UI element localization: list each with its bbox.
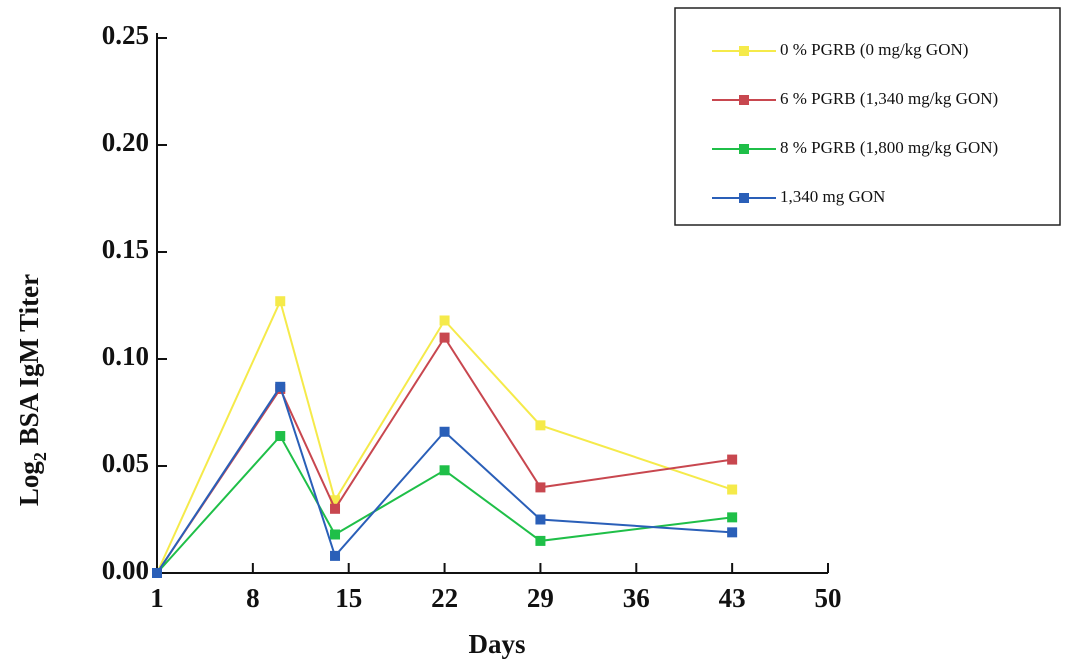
series-line [157, 436, 732, 573]
y-tick-label: 0.20 [102, 127, 149, 157]
y-label-subscript: 2 [30, 452, 50, 461]
data-point [330, 529, 340, 539]
x-axis-label: Days [468, 629, 525, 659]
y-tick-label: 0.25 [102, 20, 149, 50]
y-tick-label: 0.15 [102, 234, 149, 264]
x-tick-label: 50 [815, 583, 842, 613]
data-point [152, 568, 162, 578]
legend-label: 0 % PGRB (0 mg/kg GON) [780, 40, 968, 59]
y-label-base: Log [14, 461, 44, 507]
y-tick-label: 0.00 [102, 555, 149, 585]
x-tick-label: 1 [150, 583, 164, 613]
x-tick-label: 8 [246, 583, 260, 613]
series-line [157, 387, 732, 573]
y-tick-label: 0.05 [102, 448, 149, 478]
data-point [275, 431, 285, 441]
data-point [330, 551, 340, 561]
page: Days Log2 BSA IgM Titer 0.00 0.05 0.10 0.15… [0, 0, 1069, 663]
data-point [727, 512, 737, 522]
data-point [440, 333, 450, 343]
legend-marker [739, 46, 749, 56]
legend-label: 1,340 mg GON [780, 187, 885, 206]
data-point [440, 427, 450, 437]
data-point [535, 536, 545, 546]
data-point [727, 455, 737, 465]
x-tick-label: 29 [527, 583, 554, 613]
legend-marker [739, 193, 749, 203]
data-point [440, 315, 450, 325]
chart: Days Log2 BSA IgM Titer 0.00 0.05 0.10 0.15… [0, 0, 1069, 663]
data-point [440, 465, 450, 475]
legend-marker [739, 95, 749, 105]
x-tick-label: 43 [719, 583, 746, 613]
data-point [275, 296, 285, 306]
legend-label: 6 % PGRB (1,340 mg/kg GON) [780, 89, 998, 108]
y-tick-label: 0.10 [102, 341, 149, 371]
data-point [535, 515, 545, 525]
data-point [535, 420, 545, 430]
x-tick-label: 22 [431, 583, 458, 613]
data-point [330, 504, 340, 514]
data-point [275, 382, 285, 392]
series-line [157, 338, 732, 573]
x-tick-label: 36 [623, 583, 650, 613]
legend-marker [739, 144, 749, 154]
x-tick-label: 15 [335, 583, 362, 613]
data-point [727, 527, 737, 537]
data-point [727, 485, 737, 495]
y-axis-label: Log2 BSA IgM Titer [14, 274, 50, 506]
y-label-rest: BSA IgM Titer [14, 274, 44, 452]
data-point [535, 482, 545, 492]
legend-label: 8 % PGRB (1,800 mg/kg GON) [780, 138, 998, 157]
